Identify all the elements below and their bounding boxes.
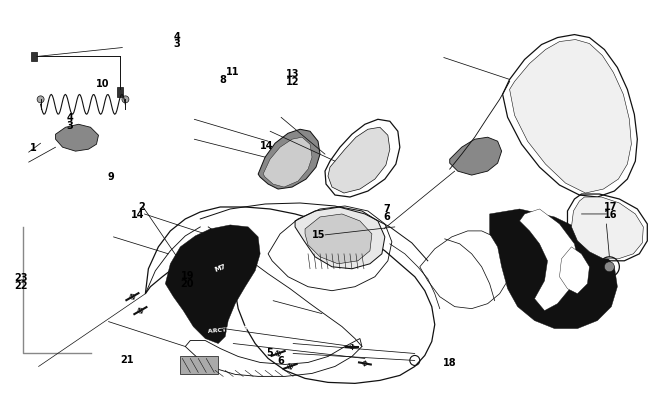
Circle shape	[37, 97, 44, 104]
Text: 5: 5	[266, 347, 273, 357]
Polygon shape	[519, 209, 579, 311]
Text: 17: 17	[604, 202, 618, 211]
Text: 6: 6	[278, 355, 284, 365]
Polygon shape	[450, 138, 502, 176]
Polygon shape	[489, 209, 618, 329]
Text: 11: 11	[226, 66, 240, 76]
Text: 19: 19	[181, 270, 194, 280]
Text: 6: 6	[384, 212, 390, 222]
Text: 18: 18	[443, 357, 457, 367]
Text: M7: M7	[214, 262, 227, 272]
Text: 16: 16	[604, 210, 618, 220]
Bar	[118, 88, 124, 98]
Text: 13: 13	[286, 68, 299, 78]
Polygon shape	[560, 247, 590, 294]
Text: 12: 12	[286, 77, 299, 86]
Text: 14: 14	[131, 210, 145, 220]
Bar	[180, 356, 218, 375]
Polygon shape	[258, 130, 320, 190]
Polygon shape	[305, 214, 372, 264]
Bar	[31, 52, 36, 62]
Text: 23: 23	[14, 272, 28, 282]
Text: 15: 15	[311, 230, 325, 240]
Text: ARCTIC CAT: ARCTIC CAT	[208, 324, 248, 333]
Text: 3: 3	[174, 39, 181, 49]
Text: 8: 8	[219, 75, 226, 84]
Circle shape	[122, 97, 129, 104]
Text: 10: 10	[96, 79, 110, 88]
Text: 4: 4	[174, 32, 181, 42]
Polygon shape	[571, 198, 644, 259]
Text: 2: 2	[138, 202, 145, 211]
Polygon shape	[165, 225, 260, 344]
Text: 7: 7	[384, 204, 390, 213]
Polygon shape	[56, 125, 99, 152]
Circle shape	[604, 262, 614, 272]
Text: 9: 9	[107, 171, 114, 181]
Text: 14: 14	[259, 141, 273, 151]
Polygon shape	[328, 128, 390, 194]
Polygon shape	[510, 40, 631, 194]
Text: 20: 20	[181, 278, 194, 288]
Polygon shape	[263, 138, 312, 188]
Text: 4: 4	[66, 113, 73, 123]
Text: 22: 22	[14, 280, 28, 290]
Text: 21: 21	[121, 354, 134, 364]
Text: 1: 1	[30, 143, 36, 153]
Polygon shape	[295, 207, 385, 269]
Text: 3: 3	[66, 121, 73, 131]
